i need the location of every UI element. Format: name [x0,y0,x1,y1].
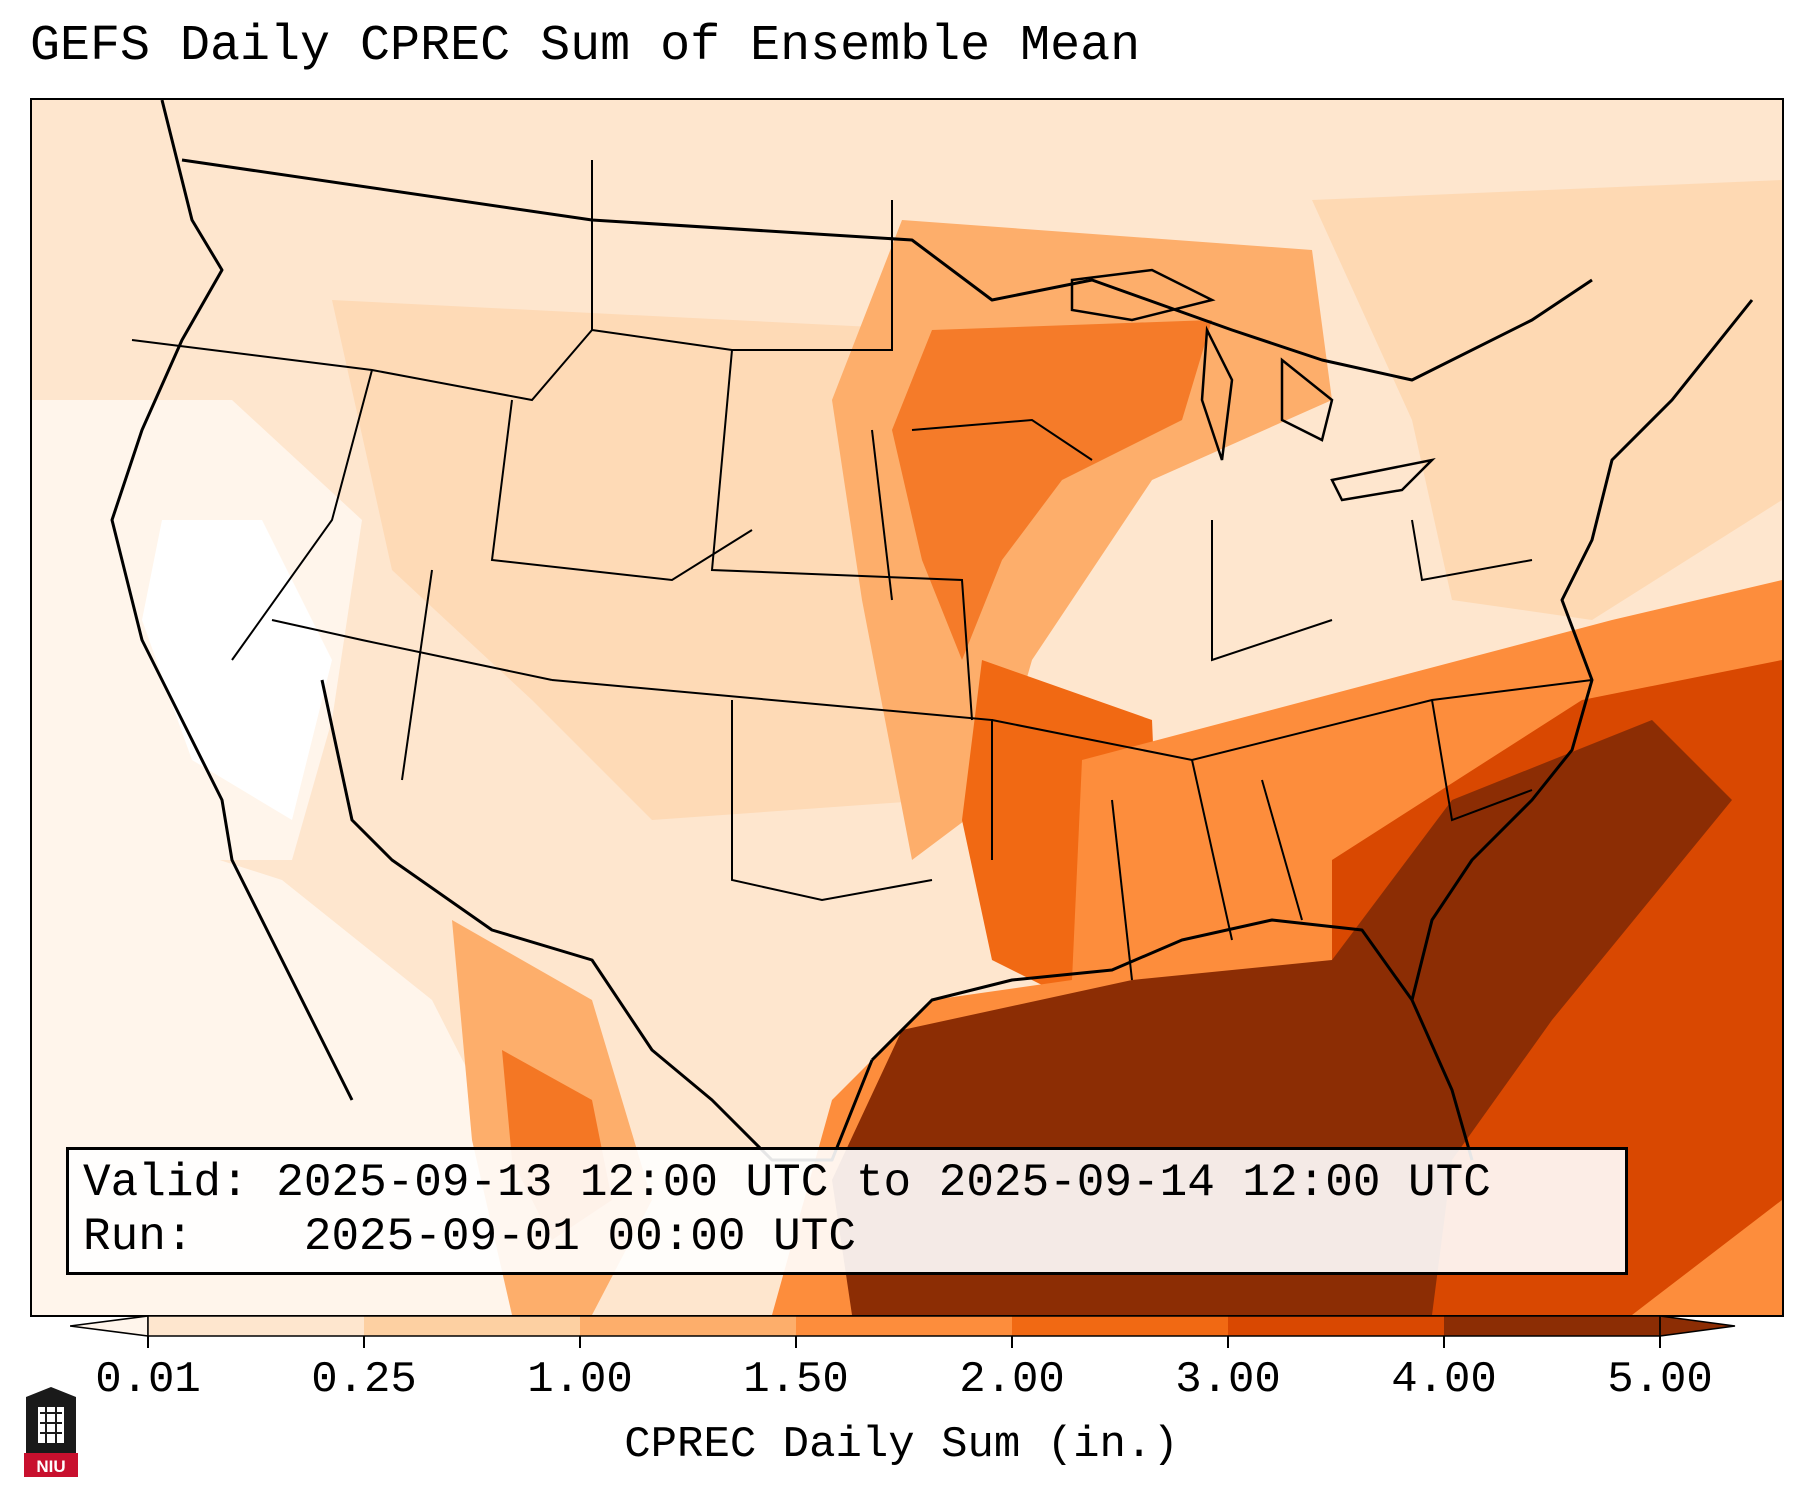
border-segment-16 [271,619,553,681]
colorbar-segment [796,1316,1013,1336]
run-label: Run: [83,1211,194,1263]
niu-logo: NIU [24,1387,78,1477]
chart-title: GEFS Daily CPREC Sum of Ensemble Mean [30,18,1141,75]
moderate-band-northeast [1312,180,1782,620]
border-segment-9 [1111,799,1133,981]
state-borders [131,160,1593,981]
colorbar-tick-label: 5.00 [1607,1355,1713,1405]
colorbar-label: CPREC Daily Sum (in.) [624,1420,1179,1470]
border-segment-14 [1431,699,1533,822]
colorbar-extend-low [70,1316,149,1337]
colorbar-segment [580,1316,797,1336]
colorbar-segment [364,1316,581,1336]
valid-label: Valid: [83,1157,249,1209]
colorbar-tick-label: 2.00 [959,1355,1065,1405]
coastline-pacific [110,100,354,1101]
colorbar-ticks [147,1336,1661,1348]
valid-row: Valid: 2025-09-13 12:00 UTC to 2025-09-1… [83,1156,1611,1210]
logo-window-grid [40,1407,62,1443]
valid-value: 2025-09-13 12:00 UTC to 2025-09-14 12:00… [276,1157,1491,1209]
colorbar-extend-high [1659,1316,1736,1337]
dark-band-upper-midwest [892,320,1212,660]
border-segment-7 [731,700,933,902]
colorbar-tick-label: 4.00 [1391,1355,1497,1405]
colorbar [70,1316,1736,1348]
lake-michigan [1200,325,1234,461]
colorbar-tick-label: 1.00 [527,1355,633,1405]
colorbar-outline [147,1316,1661,1337]
border-segment-3 [490,399,753,582]
colorbar-segment [1444,1316,1661,1336]
great-lakes [1070,268,1436,502]
border-segment-18 [871,429,893,601]
border-segment-17 [911,418,1093,461]
precipitation-map [30,98,1784,1317]
logo-text: NIU [36,1457,65,1476]
border-segment-10 [1191,759,1233,941]
border-segment-11 [1261,779,1303,921]
colorbar-segment [148,1316,365,1336]
border-segment-15 [401,569,433,781]
dry-region-california [142,520,332,820]
logo-badge [24,1453,78,1477]
colorbar-tick-label: 1.50 [743,1355,849,1405]
run-info-box: Valid: 2025-09-13 12:00 UTC to 2025-09-1… [66,1147,1628,1275]
lake-erie [1330,457,1436,502]
colorbar-tick-label: 3.00 [1175,1355,1281,1405]
run-row: Run: 2025-09-01 00:00 UTC [83,1210,1611,1264]
colorbar-segments [148,1316,1661,1336]
lake-huron [1280,357,1334,442]
map-canvas [32,100,1782,1315]
coastline-gulf [870,918,1474,1161]
border-segment-2 [231,369,373,661]
colorbar-segment [1012,1316,1229,1336]
border-segment-13 [1411,519,1533,582]
run-value: 2025-09-01 00:00 UTC [303,1211,856,1263]
border-canada [181,158,1593,382]
lake-superior [1070,268,1216,322]
border-segment-5 [710,349,973,721]
border-segment-1 [131,329,593,402]
colorbar-segment [1228,1316,1445,1336]
colorbar-tick-label: 0.01 [95,1355,201,1405]
border-segment-8 [991,679,1593,762]
border-segment-12 [1211,520,1333,662]
colorbar-tick-label: 0.25 [311,1355,417,1405]
